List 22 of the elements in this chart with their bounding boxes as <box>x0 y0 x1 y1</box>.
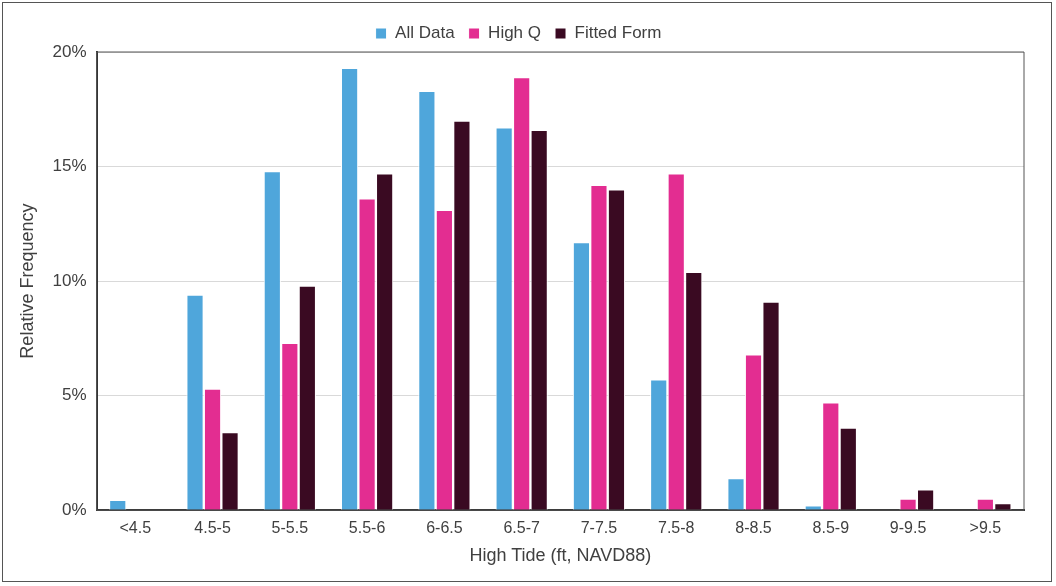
x-tick-label: 8-8.5 <box>735 519 772 537</box>
legend-label: All Data <box>395 23 456 43</box>
x-axis-title: High Tide (ft, NAVD88) <box>469 545 652 566</box>
x-tick-label: 6-6.5 <box>426 519 463 537</box>
x-tick-label: 7.5-8 <box>658 519 695 537</box>
x-tick-label: 5.5-6 <box>348 519 386 537</box>
legend-label: High Q <box>488 23 542 43</box>
legend-label: Fitted Form <box>574 23 662 43</box>
x-tick-label: 7-7.5 <box>580 519 618 537</box>
y-tick-label: 15% <box>52 156 87 176</box>
x-tick-label: 5-5.5 <box>271 519 309 537</box>
y-tick-label: 10% <box>52 270 87 290</box>
x-tick-label: <4.5 <box>119 519 152 537</box>
x-tick-label: 9-9.5 <box>889 519 927 537</box>
y-tick-label: 5% <box>62 385 87 405</box>
y-tick-label: 0% <box>62 499 87 519</box>
x-tick-label: 6.5-7 <box>503 519 541 537</box>
x-tick-label: 4.5-5 <box>194 519 231 537</box>
x-tick-label: >9.5 <box>969 519 1002 537</box>
y-tick-label: 20% <box>52 41 87 61</box>
y-axis-title: Relative Frequency <box>16 203 37 359</box>
x-tick-label: 8.5-9 <box>812 519 850 537</box>
